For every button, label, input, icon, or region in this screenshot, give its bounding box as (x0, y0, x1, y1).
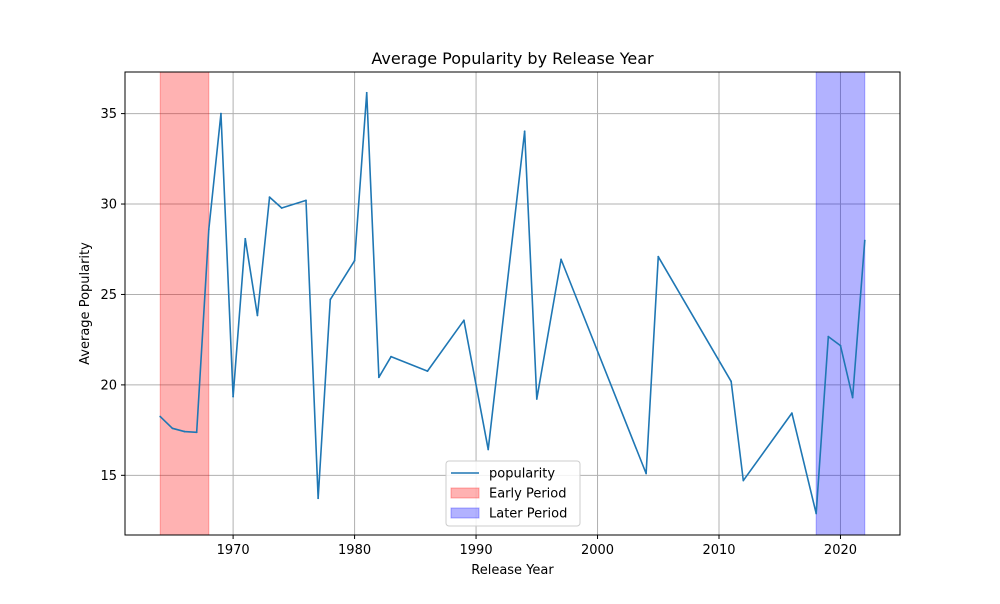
region-layer (159, 71, 866, 536)
data-point (851, 396, 854, 399)
x-tick-label: 2010 (702, 543, 735, 558)
tick-layer: 1970 1980 1990 2000 2010 2020 15 20 25 30 35 (100, 107, 857, 558)
y-tick-label: 20 (100, 378, 117, 393)
legend-patch-swatch (450, 487, 480, 499)
data-point (244, 237, 247, 240)
data-point (657, 255, 660, 258)
data-point (827, 335, 830, 338)
y-axis-label: Average Popularity (78, 242, 93, 365)
data-point (232, 395, 235, 398)
y-tick-label: 35 (100, 107, 117, 122)
data-point (329, 298, 332, 301)
legend-label: popularity (489, 467, 555, 482)
shaded-region-1 (815, 71, 866, 536)
data-point (353, 259, 356, 262)
data-point (207, 228, 210, 231)
x-tick-label: 2000 (581, 543, 614, 558)
x-tick-label: 1970 (217, 543, 250, 558)
data-point (268, 196, 271, 199)
data-point (523, 130, 526, 133)
x-tick-label: 1990 (460, 543, 493, 558)
y-tick-label: 25 (100, 288, 117, 303)
data-point (171, 427, 174, 430)
shaded-region-0 (159, 71, 210, 536)
data-point (535, 398, 538, 400)
x-axis-label: Release Year (471, 563, 554, 578)
data-point (220, 112, 222, 115)
data-point (487, 448, 490, 451)
legend-box (445, 460, 581, 527)
data-point (463, 319, 465, 322)
data-point (560, 258, 562, 261)
data-point (159, 415, 162, 418)
data-point (365, 91, 368, 94)
plot-frame (124, 71, 901, 536)
legend-label: Early Period (489, 487, 567, 502)
chart-title: Average Popularity by Release Year (371, 49, 654, 68)
data-point (790, 412, 793, 415)
legend-patch-swatch (450, 507, 480, 519)
x-tick-label: 2020 (824, 543, 857, 558)
series-layer (159, 91, 866, 515)
grid-layer (125, 72, 900, 535)
data-point (256, 314, 259, 317)
data-point (742, 479, 745, 482)
series-line-0 (159, 92, 866, 515)
data-point (377, 376, 380, 379)
data-point (645, 472, 648, 475)
data-point (839, 344, 842, 347)
data-point (426, 370, 429, 373)
y-tick-label: 15 (100, 469, 117, 484)
data-point (280, 207, 283, 209)
y-tick-label: 30 (100, 198, 117, 213)
data-point (305, 199, 307, 202)
x-tick-label: 1980 (338, 543, 371, 558)
data-point (183, 430, 186, 433)
data-point (195, 431, 198, 434)
data-point (863, 239, 866, 242)
data-point (815, 512, 818, 515)
data-point (390, 355, 392, 358)
data-point (317, 497, 320, 500)
data-point (730, 380, 733, 383)
legend-label: Later Period (489, 507, 567, 522)
legend: popularity Early Period Later Period (445, 460, 581, 527)
